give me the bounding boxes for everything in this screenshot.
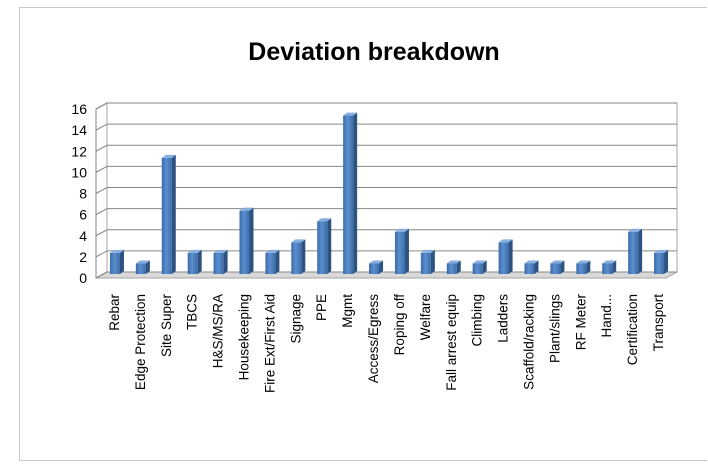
x-tick-label: Welfare bbox=[418, 294, 433, 340]
x-tick-label: Climbing bbox=[470, 294, 485, 347]
gridline bbox=[95, 271, 677, 279]
x-tick-label: Housekeeping bbox=[237, 294, 252, 380]
gridlines bbox=[95, 102, 677, 279]
x-tick-label: Scaffold/racking bbox=[522, 294, 537, 390]
x-tick-label: Signage bbox=[288, 294, 303, 344]
bar bbox=[369, 260, 384, 274]
gridline bbox=[95, 208, 677, 216]
gridline bbox=[95, 165, 677, 173]
x-tick-label: Rebar bbox=[107, 294, 122, 331]
y-tick-label: 2 bbox=[79, 249, 87, 265]
bar bbox=[576, 260, 591, 274]
y-tick-label: 4 bbox=[79, 228, 87, 244]
floor bbox=[95, 271, 678, 279]
bar bbox=[343, 112, 358, 274]
x-tick-label: Certification bbox=[625, 294, 640, 365]
bar bbox=[394, 228, 409, 274]
bar bbox=[213, 249, 228, 274]
x-tick-label: Hand... bbox=[599, 294, 614, 338]
x-tick-label: Fire Ext/First Aid bbox=[262, 294, 277, 393]
x-tick-label: Edge Protection bbox=[133, 294, 148, 390]
x-tick-label: RF Meter bbox=[573, 294, 588, 351]
gridline bbox=[95, 187, 677, 194]
y-tick-label: 6 bbox=[79, 207, 87, 223]
bar bbox=[135, 260, 150, 274]
bar bbox=[420, 249, 435, 274]
gridline bbox=[95, 102, 677, 110]
plot-walls bbox=[95, 102, 678, 279]
y-tick-label: 16 bbox=[71, 101, 87, 117]
x-tick-label: Mgmt bbox=[340, 294, 355, 328]
x-tick-label: Ladders bbox=[496, 294, 511, 343]
bar bbox=[109, 249, 124, 274]
x-tick-label: Plant/slings bbox=[547, 294, 562, 363]
bar bbox=[498, 239, 513, 274]
bar bbox=[602, 260, 617, 274]
chart-title: Deviation breakdown bbox=[248, 38, 499, 66]
x-tick-label: H&S/MS/RA bbox=[211, 294, 226, 368]
x-axis-labels: Rebar Edge Protection Site Super TBCS H&S/MS… bbox=[107, 294, 666, 394]
gridline bbox=[95, 144, 677, 152]
gridline bbox=[95, 229, 677, 237]
bar bbox=[187, 249, 202, 274]
bar bbox=[317, 218, 332, 274]
x-tick-label: Fall arrest equip bbox=[444, 294, 459, 391]
x-tick-label: Roping off bbox=[392, 294, 407, 356]
y-tick-label: 14 bbox=[71, 122, 87, 138]
x-tick-label: TBCS bbox=[185, 294, 200, 330]
y-axis-ticks: 0 2 4 6 8 10 12 14 16 bbox=[71, 101, 87, 286]
bar bbox=[472, 260, 487, 274]
y-tick-label: 8 bbox=[79, 186, 87, 202]
bar bbox=[161, 154, 176, 274]
y-tick-label: 0 bbox=[79, 270, 87, 286]
bars bbox=[109, 112, 669, 274]
bar bbox=[654, 249, 669, 274]
bar bbox=[265, 249, 280, 274]
bar bbox=[628, 228, 643, 274]
bar bbox=[446, 260, 461, 274]
bar bbox=[239, 207, 254, 274]
x-tick-label: PPE bbox=[314, 294, 329, 321]
x-tick-label: Transport bbox=[651, 294, 666, 352]
bar bbox=[524, 260, 539, 274]
gridline bbox=[95, 123, 677, 131]
bar bbox=[291, 239, 306, 274]
y-tick-label: 12 bbox=[71, 143, 87, 159]
y-tick-label: 10 bbox=[71, 164, 87, 180]
x-tick-label: Site Super bbox=[159, 294, 174, 358]
x-tick-label: Access/Egress bbox=[366, 294, 381, 384]
bar bbox=[550, 260, 565, 274]
gridline bbox=[95, 250, 677, 258]
